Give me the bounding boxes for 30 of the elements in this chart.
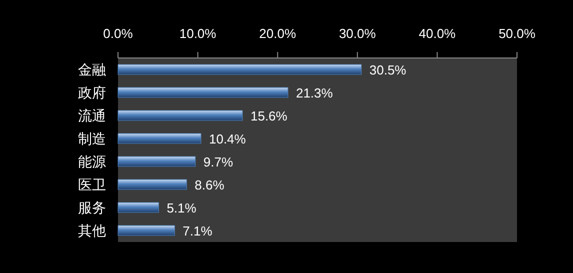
y-tick-label: 能源: [78, 154, 106, 170]
bar: [118, 64, 362, 75]
data-label: 30.5%: [369, 62, 407, 78]
y-tick-label: 流通: [78, 108, 106, 124]
bar: [118, 179, 187, 190]
bar: [118, 156, 196, 167]
y-tick-label: 制造: [78, 130, 106, 146]
bar: [118, 202, 159, 213]
x-tick-label: 10.0%: [179, 26, 217, 41]
data-label: 8.6%: [194, 178, 225, 192]
y-tick-label: 医卫: [78, 176, 106, 192]
bar: [118, 110, 243, 121]
x-tick-label: 40.0%: [418, 26, 456, 41]
data-label: 10.4%: [208, 132, 246, 146]
data-label: 5.1%: [166, 200, 197, 216]
data-label: 9.7%: [203, 154, 234, 170]
y-tick-label: 其他: [78, 222, 106, 238]
x-tick-label: 0.0%: [103, 26, 134, 41]
data-label: 7.1%: [182, 224, 213, 238]
x-tick-label: 20.0%: [259, 26, 296, 41]
bar: [118, 225, 175, 236]
y-tick-label: 政府: [78, 84, 106, 100]
x-tick-label: 30.0%: [338, 26, 376, 41]
data-label: 15.6%: [250, 108, 288, 124]
data-label: 21.3%: [296, 86, 334, 100]
y-tick-label: 服务: [78, 200, 106, 216]
x-tick-label: 50.0%: [498, 26, 536, 41]
y-tick-label: 金融: [78, 62, 106, 78]
bar: [118, 133, 202, 144]
bar: [118, 87, 288, 98]
